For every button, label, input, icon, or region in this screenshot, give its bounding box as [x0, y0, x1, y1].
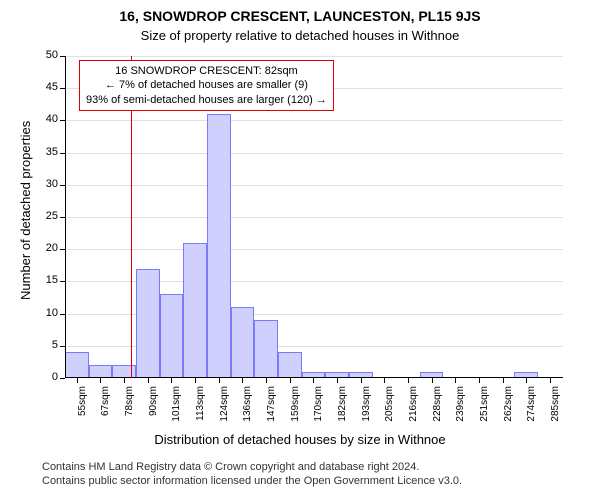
x-tick-mark [266, 378, 267, 383]
y-tick-label: 10 [33, 307, 58, 319]
x-tick-mark [432, 378, 433, 383]
footer-text: Contains HM Land Registry data © Crown c… [42, 460, 462, 489]
grid-line [65, 185, 563, 186]
x-tick-label: 251sqm [479, 386, 490, 436]
histogram-bar [65, 352, 89, 378]
x-tick-label: 205sqm [384, 386, 395, 436]
y-tick-label: 45 [33, 81, 58, 93]
y-tick-label: 25 [33, 210, 58, 222]
x-tick-mark [313, 378, 314, 383]
x-tick-mark [77, 378, 78, 383]
x-tick-mark [526, 378, 527, 383]
histogram-bar [278, 352, 302, 378]
x-tick-mark [148, 378, 149, 383]
x-axis-label: Distribution of detached houses by size … [0, 432, 600, 447]
y-tick-label: 5 [33, 339, 58, 351]
x-tick-mark [479, 378, 480, 383]
y-tick-label: 40 [33, 113, 58, 125]
y-axis-line [65, 56, 66, 378]
chart-container: 16, SNOWDROP CRESCENT, LAUNCESTON, PL15 … [0, 0, 600, 500]
x-tick-mark [100, 378, 101, 383]
grid-line [65, 249, 563, 250]
histogram-bar [207, 114, 231, 378]
x-tick-mark [503, 378, 504, 383]
chart-title-line2: Size of property relative to detached ho… [0, 28, 600, 43]
x-tick-mark [290, 378, 291, 383]
y-axis-label: Number of detached properties [18, 121, 33, 300]
x-tick-mark [124, 378, 125, 383]
y-tick-label: 50 [33, 49, 58, 61]
x-tick-mark [408, 378, 409, 383]
histogram-bar [254, 320, 278, 378]
x-tick-label: 262sqm [503, 386, 514, 436]
y-tick-mark [60, 378, 65, 379]
infobox-line3: 93% of semi-detached houses are larger (… [86, 93, 327, 107]
x-tick-mark [455, 378, 456, 383]
x-tick-mark [242, 378, 243, 383]
histogram-bar [160, 294, 184, 378]
x-tick-label: 55sqm [77, 386, 88, 436]
footer-line2: Contains public sector information licen… [42, 474, 462, 488]
reference-infobox: 16 SNOWDROP CRESCENT: 82sqm← 7% of detac… [79, 60, 334, 111]
x-tick-label: 170sqm [313, 386, 324, 436]
x-tick-mark [195, 378, 196, 383]
grid-line [65, 153, 563, 154]
y-tick-label: 0 [33, 371, 58, 383]
infobox-line1: 16 SNOWDROP CRESCENT: 82sqm [86, 64, 327, 78]
grid-line [65, 120, 563, 121]
grid-line [65, 56, 563, 57]
y-tick-label: 30 [33, 178, 58, 190]
x-tick-mark [361, 378, 362, 383]
y-tick-label: 15 [33, 274, 58, 286]
x-tick-label: 67sqm [100, 386, 111, 436]
histogram-bar [231, 307, 255, 378]
x-tick-label: 216sqm [408, 386, 419, 436]
x-tick-label: 228sqm [432, 386, 443, 436]
x-tick-label: 182sqm [337, 386, 348, 436]
x-tick-mark [550, 378, 551, 383]
x-tick-label: 113sqm [195, 386, 206, 436]
chart-title-line1: 16, SNOWDROP CRESCENT, LAUNCESTON, PL15 … [0, 8, 600, 24]
x-tick-label: 285sqm [550, 386, 561, 436]
x-tick-label: 239sqm [455, 386, 466, 436]
x-tick-label: 193sqm [361, 386, 372, 436]
x-tick-label: 101sqm [171, 386, 182, 436]
histogram-bar [136, 269, 160, 378]
x-tick-mark [219, 378, 220, 383]
x-tick-mark [171, 378, 172, 383]
x-tick-label: 136sqm [242, 386, 253, 436]
footer-line1: Contains HM Land Registry data © Crown c… [42, 460, 462, 474]
plot-area: 0510152025303540455055sqm67sqm78sqm90sqm… [65, 56, 563, 378]
histogram-bar [183, 243, 207, 378]
x-tick-label: 78sqm [124, 386, 135, 436]
x-tick-label: 147sqm [266, 386, 277, 436]
x-tick-label: 159sqm [290, 386, 301, 436]
x-tick-label: 90sqm [148, 386, 159, 436]
x-tick-label: 274sqm [526, 386, 537, 436]
y-tick-label: 20 [33, 242, 58, 254]
x-tick-label: 124sqm [219, 386, 230, 436]
y-tick-label: 35 [33, 146, 58, 158]
grid-line [65, 217, 563, 218]
x-tick-mark [337, 378, 338, 383]
infobox-line2: ← 7% of detached houses are smaller (9) [86, 78, 327, 92]
x-tick-mark [384, 378, 385, 383]
